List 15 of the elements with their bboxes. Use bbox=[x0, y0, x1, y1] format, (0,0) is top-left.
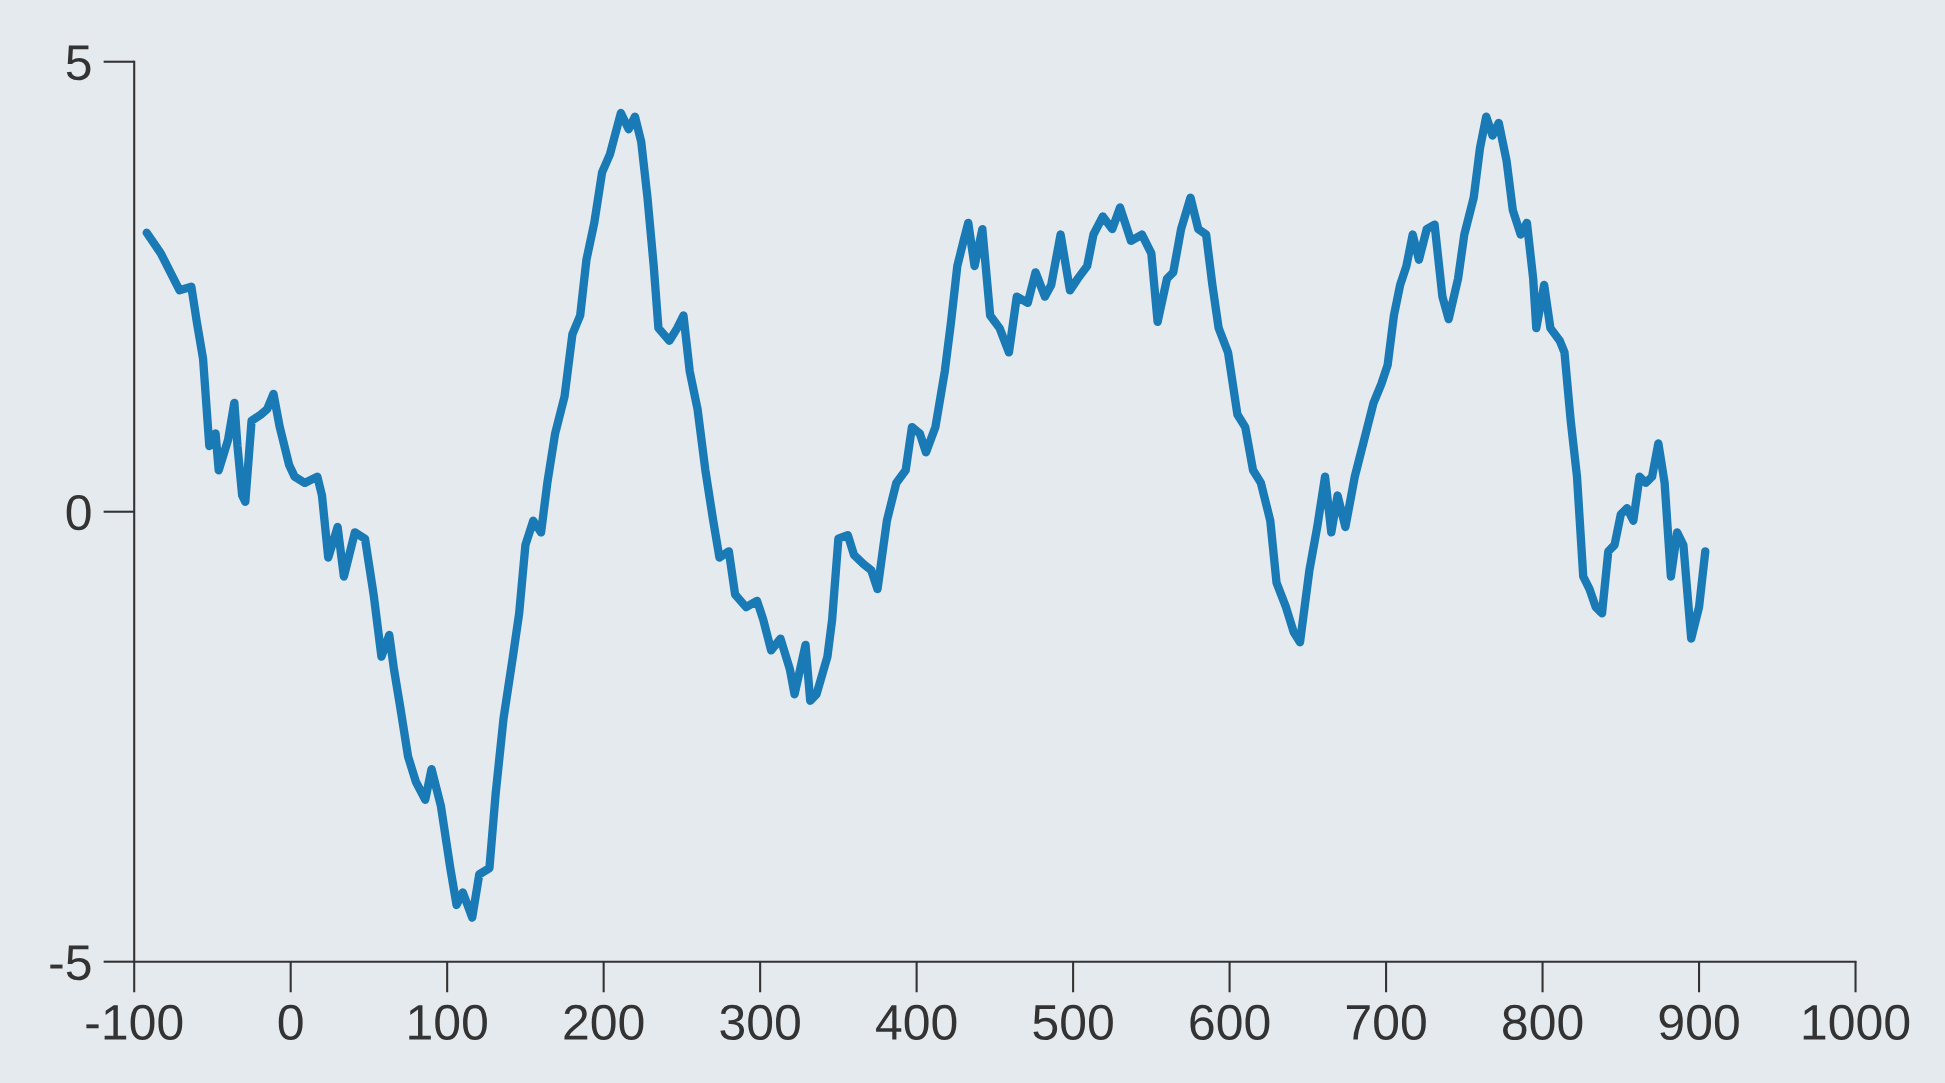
x-tick-label: 300 bbox=[720, 1004, 800, 1041]
x-tick-label: 600 bbox=[1190, 1004, 1270, 1041]
x-tick-label: -100 bbox=[86, 1004, 183, 1041]
x-tick-label: 400 bbox=[876, 1004, 957, 1041]
x-tick-label: 800 bbox=[1503, 1004, 1583, 1041]
y-tick-label: 5 bbox=[66, 45, 91, 81]
y-tick-label: -5 bbox=[50, 945, 91, 981]
x-tick-label: 700 bbox=[1346, 1004, 1426, 1041]
x-tick-label: 1000 bbox=[1803, 1004, 1910, 1041]
x-tick-label: 200 bbox=[564, 1004, 644, 1041]
x-tick-label: 0 bbox=[278, 1004, 303, 1041]
x-tick-label: 100 bbox=[409, 1004, 487, 1041]
x-tick-label: 900 bbox=[1659, 1004, 1739, 1041]
y-tick-label: 0 bbox=[66, 494, 91, 531]
x-tick-label: 500 bbox=[1033, 1004, 1113, 1041]
